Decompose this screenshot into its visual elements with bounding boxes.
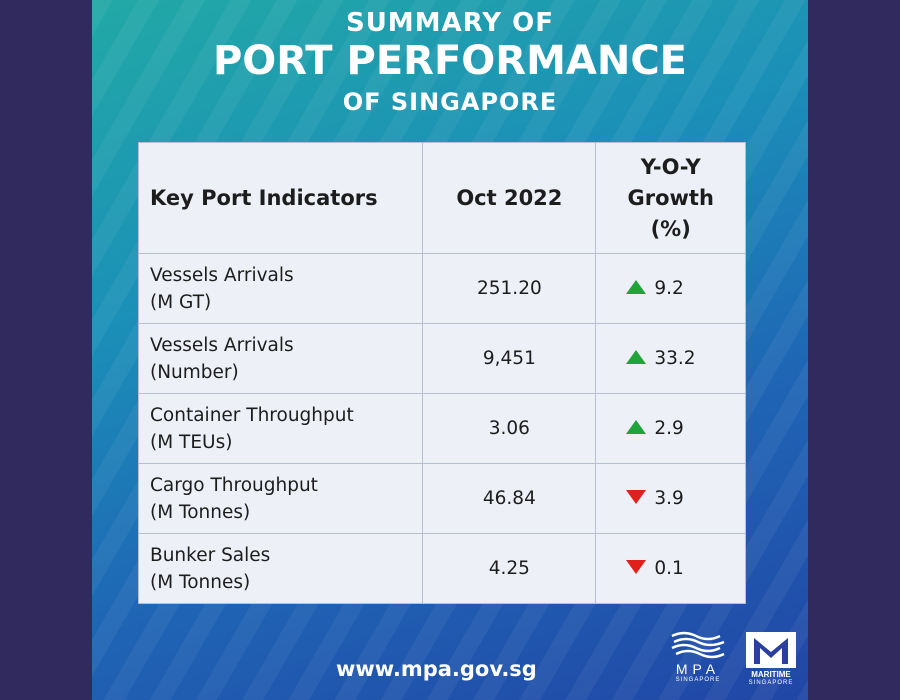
header-period: Oct 2022 xyxy=(422,142,597,254)
growth-cell: 0.1 xyxy=(595,533,746,604)
indicator-cell: Container Throughput (M TEUs) xyxy=(137,393,424,464)
title-line-3: OF SINGAPORE xyxy=(342,88,558,116)
maritime-m-icon xyxy=(746,632,796,668)
value-cell: 46.84 xyxy=(422,463,597,534)
indicator-unit: (M Tonnes) xyxy=(150,501,251,523)
value-cell: 4.25 xyxy=(422,533,597,604)
header-growth-line1: Y-O-Y xyxy=(640,154,701,179)
mpa-logo-text: MPA xyxy=(675,661,721,677)
mpa-logo-subtext: SINGAPORE xyxy=(675,677,721,683)
growth-cell: 33.2 xyxy=(595,323,746,394)
indicator-name: Vessels Arrivals xyxy=(150,264,294,286)
header-growth-line3: (%) xyxy=(650,216,691,241)
growth-value: 33.2 xyxy=(654,348,696,369)
value-cell: 251.20 xyxy=(422,253,597,324)
maritime-logo-text: MARITIME xyxy=(751,670,791,679)
triangle-up-icon xyxy=(626,280,647,294)
growth-cell: 2.9 xyxy=(595,393,746,464)
indicator-name: Container Throughput xyxy=(150,404,354,426)
growth-value: 3.9 xyxy=(654,488,684,509)
header-indicator: Key Port Indicators xyxy=(137,142,424,254)
mpa-waves-icon xyxy=(671,631,725,659)
triangle-down-icon xyxy=(626,560,647,574)
indicator-cell: Cargo Throughput (M Tonnes) xyxy=(137,463,424,534)
website-link[interactable]: www.mpa.gov.sg xyxy=(336,657,537,681)
indicator-cell: Bunker Sales (M Tonnes) xyxy=(137,533,424,604)
triangle-up-icon xyxy=(626,420,647,434)
triangle-down-icon xyxy=(626,490,647,504)
infographic-poster: SUMMARY OF PORT PERFORMANCE OF SINGAPORE… xyxy=(92,0,808,700)
table-header-row: Key Port Indicators Oct 2022 Y-O-Y Growt… xyxy=(137,142,746,254)
indicator-name: Cargo Throughput xyxy=(150,474,318,496)
title-line-1: SUMMARY OF xyxy=(345,8,555,38)
growth-cell: 3.9 xyxy=(595,463,746,534)
growth-cell: 9.2 xyxy=(595,253,746,324)
table-row: Container Throughput (M TEUs) 3.06 2.9 xyxy=(137,393,746,464)
title-line-2: PORT PERFORMANCE xyxy=(212,38,688,84)
maritime-singapore-logo: MARITIME SINGAPORE xyxy=(742,632,800,687)
indicator-unit: (Number) xyxy=(150,361,239,383)
indicator-name: Vessels Arrivals xyxy=(150,334,294,356)
indicator-name: Bunker Sales xyxy=(150,544,271,566)
table-row: Vessels Arrivals (Number) 9,451 33.2 xyxy=(137,323,746,394)
value-cell: 3.06 xyxy=(422,393,597,464)
indicator-cell: Vessels Arrivals (M GT) xyxy=(137,253,424,324)
triangle-up-icon xyxy=(626,350,647,364)
indicator-unit: (M TEUs) xyxy=(150,431,233,453)
indicator-unit: (M Tonnes) xyxy=(150,571,251,593)
header-growth-line2: Growth xyxy=(627,185,714,210)
value-cell: 9,451 xyxy=(422,323,597,394)
maritime-logo-subtext: SINGAPORE xyxy=(748,680,794,686)
header-growth: Y-O-Y Growth (%) xyxy=(595,142,746,254)
indicator-cell: Vessels Arrivals (Number) xyxy=(137,323,424,394)
mpa-logo: MPA SINGAPORE xyxy=(668,630,728,696)
growth-value: 9.2 xyxy=(654,278,684,299)
table-row: Bunker Sales (M Tonnes) 4.25 0.1 xyxy=(137,533,746,604)
table-row: Cargo Throughput (M Tonnes) 46.84 3.9 xyxy=(137,463,746,534)
indicator-unit: (M GT) xyxy=(150,291,212,313)
growth-value: 0.1 xyxy=(654,558,684,579)
growth-value: 2.9 xyxy=(654,418,684,439)
table-row: Vessels Arrivals (M GT) 251.20 9.2 xyxy=(137,253,746,324)
port-indicators-table: Key Port Indicators Oct 2022 Y-O-Y Growt… xyxy=(137,142,746,604)
